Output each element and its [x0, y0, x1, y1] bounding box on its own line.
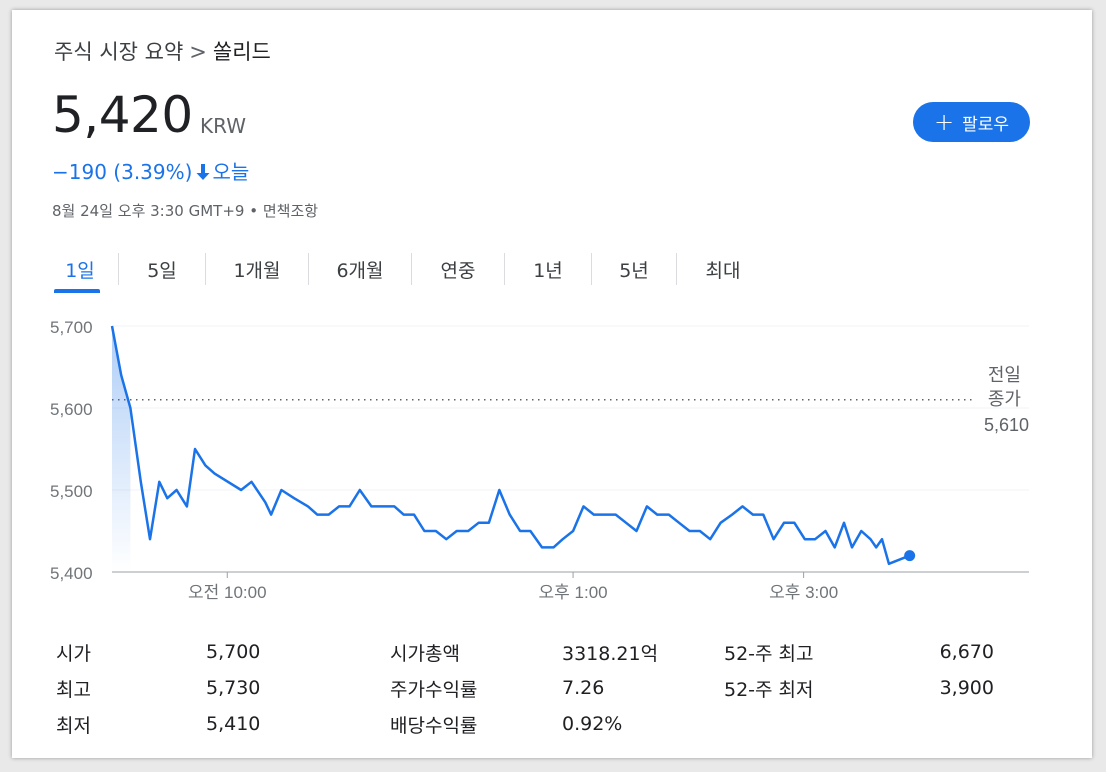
stat-row: 배당수익률 0.92%: [390, 706, 690, 742]
price-change-value: −190 (3.39%): [52, 160, 193, 184]
tab-label: 연중: [440, 259, 476, 282]
y-tick-label: 5,700: [50, 318, 93, 337]
quote-timestamp: 8월 24일 오후 3:30 GMT+9 • 면책조항: [52, 200, 318, 221]
stat-value: 0.92%: [562, 713, 623, 735]
tab-label: 5일: [147, 259, 177, 282]
breadcrumb-parent-link[interactable]: 주식 시장 요약: [54, 40, 184, 64]
follow-button[interactable]: + 팔로우: [913, 102, 1030, 142]
stats-column-3: 52-주 최고 6,670 52-주 최저 3,900: [724, 634, 994, 706]
stat-row: 시가총액 3318.21억: [390, 634, 690, 670]
stat-label: 시가총액: [390, 642, 460, 665]
prev-close-label: 종가: [988, 389, 1021, 410]
breadcrumb: 주식 시장 요약 > 쏠리드: [54, 36, 271, 66]
stat-value: 5,410: [206, 713, 261, 735]
x-tick-label: 오후 3:00: [769, 583, 838, 602]
x-tick-label: 오후 1:00: [539, 583, 608, 602]
stat-label: 시가: [56, 642, 91, 665]
active-tab-indicator: [54, 289, 100, 293]
follow-button-label: 팔로우: [962, 114, 1010, 135]
price-chart[interactable]: 5,700 5,600 5,500 5,400 오전 10:00 오후 1:00 오후 3:…: [12, 10, 1092, 620]
tab-5d[interactable]: 5일: [119, 253, 206, 285]
stat-value: 3,900: [939, 677, 994, 699]
tab-label: 6개월: [336, 259, 384, 282]
timestamp-text: 8월 24일 오후 3:30 GMT+9: [52, 202, 245, 220]
tab-1d[interactable]: 1일: [42, 253, 119, 293]
tab-label: 5년: [619, 259, 649, 282]
prev-close-label: 전일: [988, 365, 1021, 386]
tab-ytd[interactable]: 연중: [412, 253, 505, 285]
tab-5y[interactable]: 5년: [592, 253, 677, 285]
arrow-down-icon: [196, 160, 210, 184]
stat-value: 5,700: [206, 641, 261, 663]
tab-1y[interactable]: 1년: [505, 253, 592, 285]
price-change-period: 오늘: [212, 160, 250, 184]
tab-6m[interactable]: 6개월: [309, 253, 412, 285]
stat-label: 주가수익률: [390, 678, 478, 701]
stats-column-2: 시가총액 3318.21억 주가수익률 7.26 배당수익률 0.92%: [390, 634, 690, 742]
stat-value: 6,670: [939, 641, 994, 663]
stat-row: 52-주 최저 3,900: [724, 670, 994, 706]
prev-close-value: 5,610: [984, 415, 1029, 435]
plus-icon: +: [933, 108, 955, 136]
price-change: −190 (3.39%) 오늘: [52, 156, 249, 185]
price-area-fill: [112, 326, 131, 572]
stat-value: 3318.21억: [562, 642, 659, 665]
tab-label: 1년: [533, 259, 563, 282]
tab-label: 1개월: [233, 259, 281, 282]
tab-max[interactable]: 최대: [677, 253, 769, 285]
stat-row: 시가 5,700: [56, 634, 286, 670]
stat-row: 최저 5,410: [56, 706, 286, 742]
tab-label: 최대: [705, 259, 741, 282]
stat-label: 최저: [56, 714, 91, 737]
breadcrumb-current: 쏠리드: [212, 40, 271, 64]
stat-label: 배당수익률: [390, 714, 478, 737]
stats-column-1: 시가 5,700 최고 5,730 최저 5,410: [56, 634, 286, 742]
tab-label: 1일: [65, 259, 95, 282]
dot-separator: •: [249, 202, 259, 220]
x-tick-label: 오전 10:00: [188, 583, 267, 602]
stat-label: 52-주 최고: [724, 642, 814, 665]
stat-label: 최고: [56, 678, 91, 701]
currency-code: KRW: [200, 114, 246, 138]
tab-1m[interactable]: 1개월: [206, 253, 309, 285]
current-price: 5,420: [52, 86, 193, 144]
price-line: [110, 325, 911, 566]
last-price-dot: [904, 550, 916, 562]
stat-row: 52-주 최고 6,670: [724, 634, 994, 670]
stat-row: 최고 5,730: [56, 670, 286, 706]
stat-label: 52-주 최저: [724, 678, 814, 701]
disclaimer-link[interactable]: 면책조항: [262, 202, 319, 220]
breadcrumb-separator: >: [189, 40, 207, 64]
y-tick-label: 5,600: [50, 400, 93, 419]
y-tick-label: 5,500: [50, 482, 93, 501]
stat-value: 5,730: [206, 677, 261, 699]
stat-value: 7.26: [562, 677, 605, 699]
time-range-tabs: 1일 5일 1개월 6개월 연중 1년 5년 최대: [42, 253, 769, 293]
stat-row: 주가수익률 7.26: [390, 670, 690, 706]
stock-summary-card: 주식 시장 요약 > 쏠리드 5,420 KRW −190 (3.39%) 오늘 8월…: [12, 10, 1092, 758]
y-tick-label: 5,400: [50, 564, 93, 583]
